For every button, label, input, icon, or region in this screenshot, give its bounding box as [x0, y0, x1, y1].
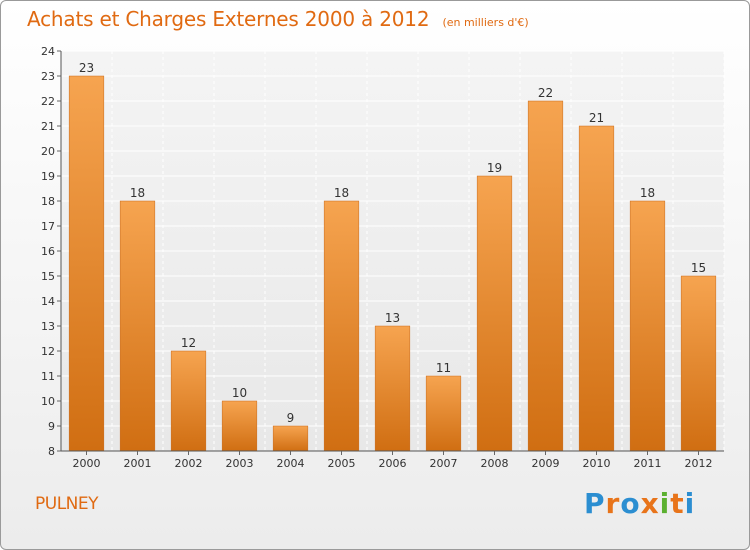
- y-tick-label: 22: [41, 95, 55, 108]
- title-text: Achats et Charges Externes 2000 à 2012: [27, 7, 430, 31]
- y-tick-label: 20: [41, 145, 55, 158]
- axes: 8 9 10 11 12 13 14 15 16 17 18 19 20 21 22 23 24 2000 2001…: [41, 45, 724, 470]
- y-tick-label: 8: [48, 445, 55, 458]
- logo-letter: P: [584, 487, 606, 520]
- data-label: 22: [538, 86, 553, 100]
- data-labels: 23 18 12 10 9 18 13 11 19 22 21 18 15: [79, 61, 706, 425]
- data-label: 12: [181, 336, 196, 350]
- chart-title: Achats et Charges Externes 2000 à 2012 (…: [27, 7, 529, 31]
- y-tick-label: 13: [41, 320, 55, 333]
- y-tick-label: 18: [41, 195, 55, 208]
- x-tick-label: 2003: [226, 457, 254, 470]
- bar: [272, 425, 309, 452]
- x-tick-label: 2001: [124, 457, 152, 470]
- y-tick-label: 14: [41, 295, 55, 308]
- y-tick-label: 16: [41, 245, 55, 258]
- y-tick-label: 15: [41, 270, 55, 283]
- logo-letter: t: [670, 487, 685, 520]
- x-tick-label: 2011: [634, 457, 662, 470]
- x-tick-label: 2012: [685, 457, 713, 470]
- bar: [527, 100, 564, 452]
- y-tick-label: 23: [41, 70, 55, 83]
- logo-letter: i: [659, 487, 671, 520]
- bar: [629, 200, 666, 452]
- y-tick-label: 10: [41, 395, 55, 408]
- x-tick-label: 2005: [328, 457, 356, 470]
- data-label: 15: [691, 261, 706, 275]
- commune-name: PULNEY: [35, 494, 99, 514]
- x-tick-label: 2008: [481, 457, 509, 470]
- x-tick-label: 2006: [379, 457, 407, 470]
- bar: [170, 350, 207, 452]
- x-tick-label: 2010: [583, 457, 611, 470]
- x-tick-label: 2007: [430, 457, 458, 470]
- logo-letter: r: [605, 487, 621, 520]
- x-tick-label: 2000: [73, 457, 101, 470]
- y-tick-label: 12: [41, 345, 55, 358]
- data-label: 11: [436, 361, 451, 375]
- data-label: 9: [287, 411, 295, 425]
- y-tick-label: 17: [41, 220, 55, 233]
- y-tick-label: 24: [41, 45, 55, 58]
- bar: [374, 325, 411, 452]
- bar: [476, 175, 513, 452]
- data-label: 21: [589, 111, 604, 125]
- data-label: 18: [640, 186, 655, 200]
- x-tick-label: 2009: [532, 457, 560, 470]
- bar: [119, 200, 156, 452]
- logo-letter: x: [640, 487, 660, 520]
- proxiti-logo[interactable]: Proxiti: [584, 487, 695, 520]
- bar: [68, 75, 105, 452]
- logo-letter: i: [684, 487, 696, 520]
- data-label: 13: [385, 311, 400, 325]
- bar: [425, 375, 462, 452]
- y-tick-label: 21: [41, 120, 55, 133]
- data-label: 18: [130, 186, 145, 200]
- x-tick-label: 2002: [175, 457, 203, 470]
- logo-letter: o: [620, 487, 641, 520]
- x-tick-label: 2004: [277, 457, 305, 470]
- y-tick-label: 11: [41, 370, 55, 383]
- data-label: 10: [232, 386, 247, 400]
- bar: [578, 125, 615, 452]
- data-label: 23: [79, 61, 94, 75]
- data-label: 18: [334, 186, 349, 200]
- bar: [680, 275, 717, 452]
- bar: [323, 200, 360, 452]
- data-label: 19: [487, 161, 502, 175]
- title-unit: (en milliers d'€): [442, 16, 529, 29]
- y-tick-label: 9: [48, 420, 55, 433]
- bars: [68, 75, 717, 452]
- y-tick-label: 19: [41, 170, 55, 183]
- bar: [221, 400, 258, 452]
